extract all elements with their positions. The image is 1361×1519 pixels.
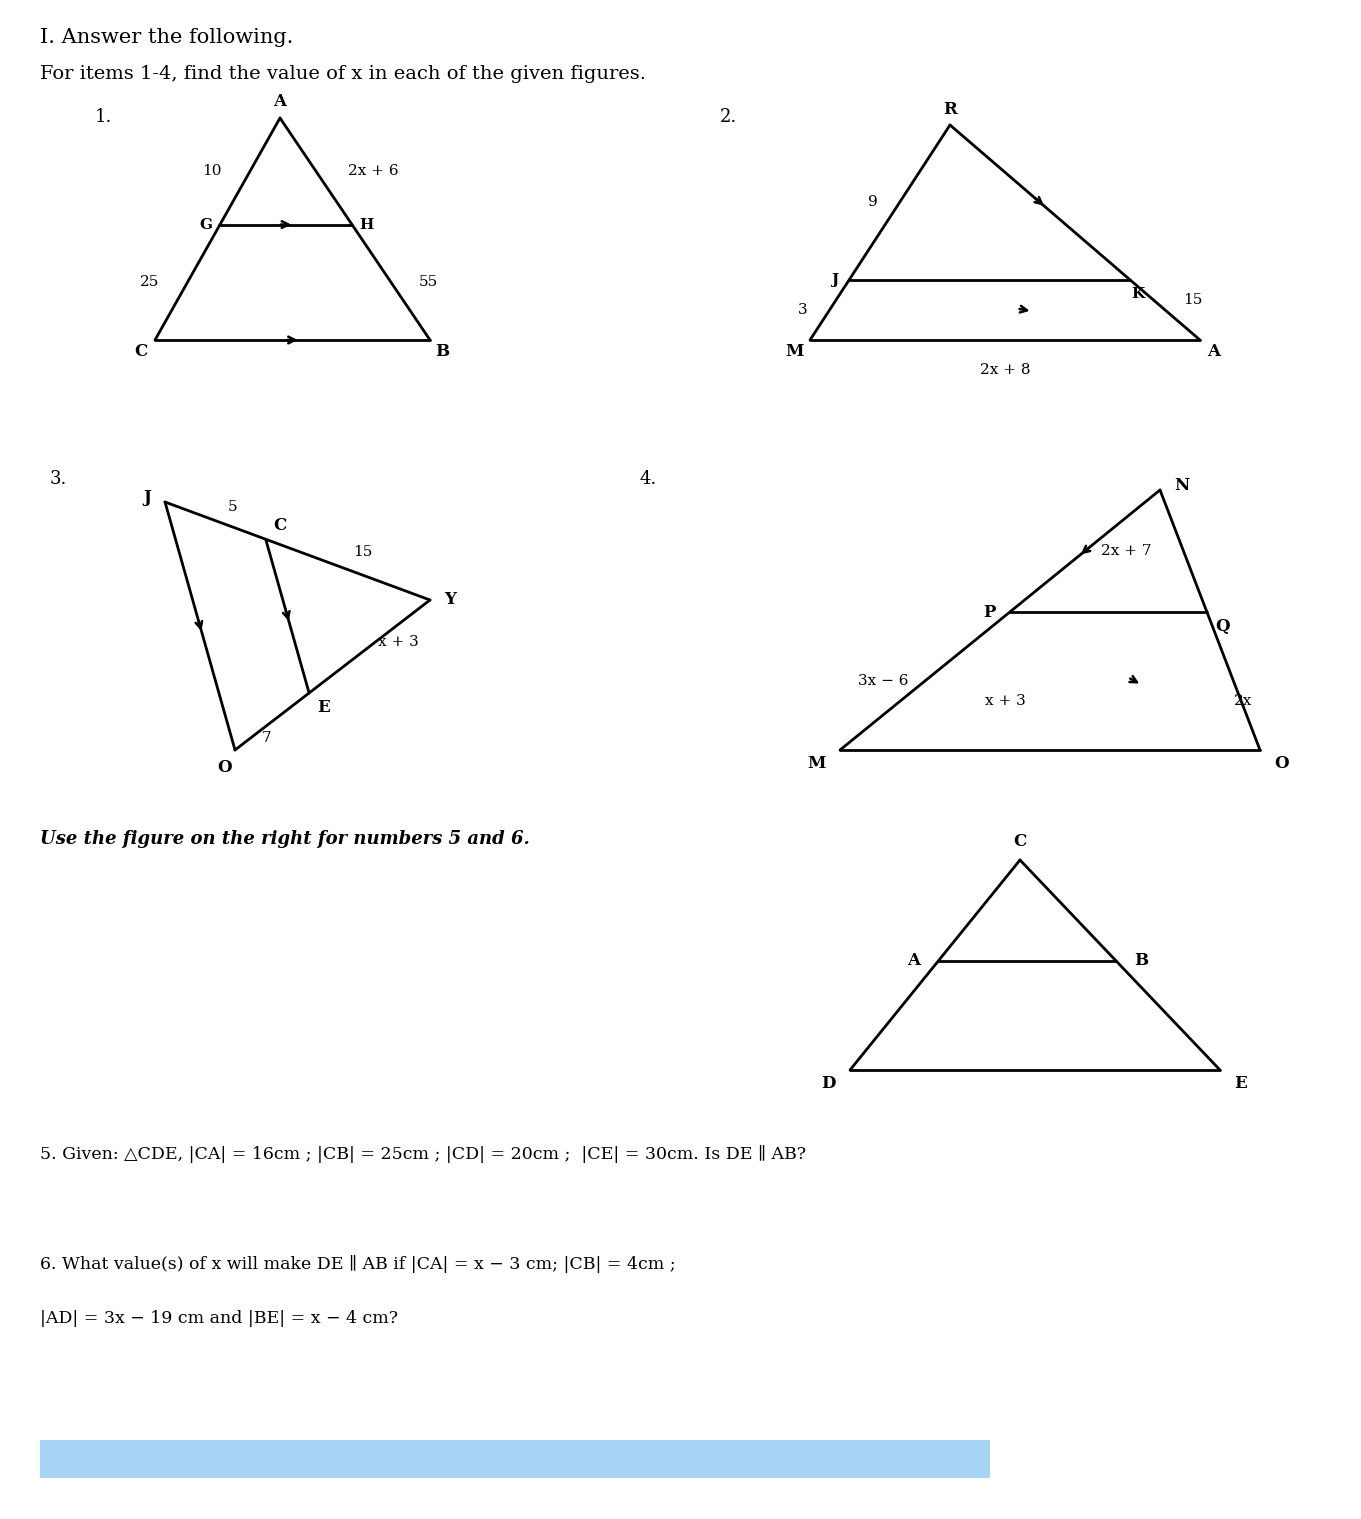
Text: 2x + 6: 2x + 6	[348, 164, 399, 178]
Text: P: P	[983, 603, 996, 621]
Text: O: O	[1274, 755, 1289, 773]
Text: O: O	[218, 760, 233, 776]
Text: 9: 9	[868, 196, 878, 210]
Text: x + 3: x + 3	[985, 694, 1026, 708]
Text: 1.: 1.	[95, 108, 113, 126]
Text: R: R	[943, 100, 957, 117]
Text: Q: Q	[1215, 618, 1229, 635]
Text: 2x + 7: 2x + 7	[1101, 544, 1151, 557]
Text: 4.: 4.	[640, 469, 657, 488]
Bar	[39, 1440, 989, 1478]
Text: C: C	[135, 343, 147, 360]
Text: |AD| = 3x − 19 cm and |BE| = x − 4 cm?: |AD| = 3x − 19 cm and |BE| = x − 4 cm?	[39, 1309, 397, 1328]
Text: For items 1-4, find the value of x in each of the given figures.: For items 1-4, find the value of x in ea…	[39, 65, 646, 84]
Text: E: E	[1234, 1075, 1247, 1092]
Text: 2.: 2.	[720, 108, 738, 126]
Text: 5. Given: △CDE, |CA| = 16cm ; |CB| = 25cm ; |CD| = 20cm ;  |CE| = 30cm. Is DE ∥ : 5. Given: △CDE, |CA| = 16cm ; |CB| = 25c…	[39, 1145, 806, 1164]
Text: E: E	[317, 699, 329, 715]
Text: 2x: 2x	[1234, 694, 1252, 708]
Text: C: C	[274, 516, 287, 533]
Text: Use the figure on the right for numbers 5 and 6.: Use the figure on the right for numbers …	[39, 829, 529, 848]
Text: 15: 15	[1183, 293, 1202, 307]
Text: 3x − 6: 3x − 6	[859, 674, 909, 688]
Text: 10: 10	[203, 164, 222, 178]
Text: B: B	[1134, 952, 1149, 969]
Text: A: A	[908, 952, 920, 969]
Text: M: M	[807, 755, 826, 773]
Text: I. Answer the following.: I. Answer the following.	[39, 27, 294, 47]
Text: 15: 15	[352, 545, 372, 559]
Text: 7: 7	[263, 731, 272, 744]
Text: C: C	[1014, 834, 1026, 851]
Text: 3.: 3.	[50, 469, 68, 488]
Text: G: G	[200, 217, 212, 231]
Text: 5: 5	[227, 500, 237, 513]
Text: 6. What value(s) of x will make DE ∥ AB if |CA| = x − 3 cm; |CB| = 4cm ;: 6. What value(s) of x will make DE ∥ AB …	[39, 1255, 675, 1273]
Text: A: A	[1207, 343, 1221, 360]
Text: 3: 3	[798, 302, 807, 317]
Text: K: K	[1131, 287, 1145, 301]
Text: A: A	[274, 94, 287, 111]
Text: H: H	[359, 217, 373, 231]
Text: 2x + 8: 2x + 8	[980, 363, 1030, 377]
Text: N: N	[1175, 477, 1190, 495]
Text: x + 3: x + 3	[377, 635, 418, 649]
Text: J: J	[832, 273, 838, 287]
Text: B: B	[436, 343, 449, 360]
Text: M: M	[785, 343, 803, 360]
Text: 25: 25	[140, 275, 159, 289]
Text: 55: 55	[419, 275, 438, 289]
Text: D: D	[822, 1075, 836, 1092]
Text: J: J	[143, 489, 151, 506]
Text: Y: Y	[444, 591, 456, 609]
